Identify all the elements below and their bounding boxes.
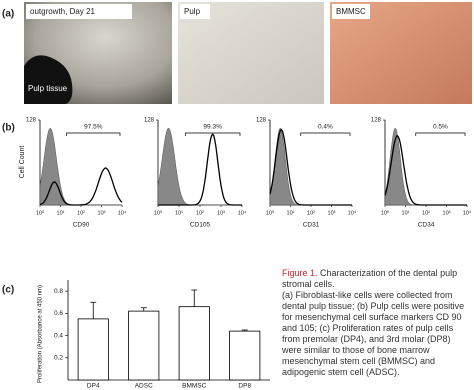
error-bar <box>191 289 198 307</box>
gate-percent: 0.5% <box>433 124 448 131</box>
y-axis-label: Cell Count <box>19 146 26 179</box>
label-box <box>332 4 370 19</box>
x-tick-label: 10⁴ <box>118 209 127 216</box>
panel-label: (c) <box>2 285 14 296</box>
y-tick-label: 0.6 <box>54 310 63 317</box>
label-box <box>180 4 210 19</box>
isotype-histogram <box>269 127 352 206</box>
x-tick-label: 10² <box>422 210 430 216</box>
x-tick-label: 10³ <box>328 210 336 216</box>
gate-percent: 97.5% <box>84 124 103 131</box>
x-tick-label: 10⁰ <box>266 209 275 216</box>
caption-title: Characterization of the dental pulp stro… <box>282 268 458 289</box>
image-label: Pulp tissue <box>28 84 68 93</box>
sample-histogram <box>269 128 352 206</box>
marker-label: CD31 <box>303 222 320 229</box>
sample-histogram <box>384 134 467 206</box>
panel-label: (b) <box>2 123 15 134</box>
label-box <box>26 4 132 19</box>
isotype-histogram <box>39 127 122 206</box>
y-tick-label: 0.2 <box>54 354 63 361</box>
x-tick-label: ADSC <box>135 383 153 390</box>
bar <box>77 318 109 381</box>
error-bar <box>241 329 248 332</box>
marker-label: CD34 <box>418 222 435 229</box>
x-tick-label: 10² <box>77 210 85 216</box>
x-tick-label: 10¹ <box>175 210 183 216</box>
x-tick-label: DP4 <box>87 383 100 390</box>
error-bar <box>90 301 97 319</box>
sample-histogram <box>39 167 123 206</box>
image-label: BMMSC <box>336 7 366 16</box>
y-tick-label: 128 <box>256 118 267 124</box>
x-tick-label: 10³ <box>443 210 451 216</box>
y-tick-label: 128 <box>144 118 155 124</box>
gate-bracket <box>184 132 241 136</box>
bar <box>128 310 160 381</box>
bar <box>229 330 261 381</box>
x-tick-label: 10⁰ <box>154 209 163 216</box>
caption: Figure 1. Characterization of the dental… <box>282 268 472 378</box>
bar <box>178 306 210 381</box>
gate-bracket <box>415 132 466 136</box>
gate-bracket <box>300 132 351 136</box>
image-label: Pulp <box>184 7 201 16</box>
error-bar <box>140 307 147 312</box>
x-tick-label: 10² <box>196 210 204 216</box>
gate-percent: 0.4% <box>318 124 333 131</box>
isotype-histogram <box>384 127 467 206</box>
x-tick-label: 10⁴ <box>238 209 247 216</box>
y-tick-label: 0.8 <box>54 288 63 295</box>
x-tick-label: 10⁰ <box>36 209 45 216</box>
x-tick-label: 10⁴ <box>348 209 357 216</box>
tissue-blob <box>24 55 73 104</box>
marker-label: CD90 <box>73 222 90 229</box>
gate-bracket <box>66 132 121 136</box>
isotype-histogram <box>157 127 242 206</box>
x-tick-label: 10² <box>307 210 315 216</box>
caption-body: (a) Fibroblast-like cells were collected… <box>282 290 465 377</box>
gate-percent: 99.3% <box>203 124 222 131</box>
panel-label: (a) <box>2 9 14 20</box>
x-tick-label: DP8 <box>238 383 251 390</box>
y-tick-label: 128 <box>26 118 37 124</box>
sample-histogram <box>158 133 242 206</box>
x-tick-label: 10³ <box>217 210 225 216</box>
x-tick-label: 10¹ <box>287 210 295 216</box>
x-tick-label: 10¹ <box>402 210 410 216</box>
x-tick-label: 10¹ <box>57 210 65 216</box>
x-tick-label: 10⁰ <box>381 209 390 216</box>
marker-label: CD105 <box>190 222 211 229</box>
y-tick-label: 0.4 <box>54 332 63 339</box>
y-axis-label: Proliferation (Absorbance at 450 nm) <box>38 285 44 383</box>
x-tick-label: 10³ <box>98 210 106 216</box>
y-tick-label: 128 <box>371 118 382 124</box>
x-tick-label: BMMSC <box>182 383 207 390</box>
image-label: outgrowth, Day 21 <box>30 7 95 16</box>
x-tick-label: 10⁴ <box>463 209 472 216</box>
caption-label: Figure 1. <box>282 268 318 278</box>
